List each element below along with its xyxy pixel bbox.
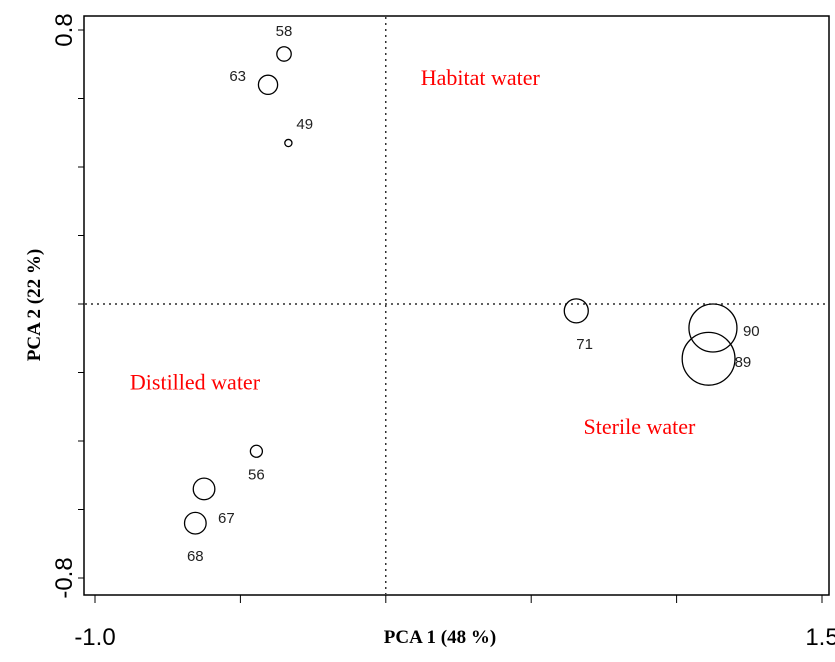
- point-label: 58: [276, 23, 293, 40]
- point-label: 49: [296, 116, 313, 133]
- data-point: [192, 477, 216, 501]
- group-label: Sterile water: [584, 414, 696, 439]
- data-point: [276, 46, 292, 62]
- point-label: 90: [743, 323, 760, 340]
- point-label: 56: [248, 466, 265, 483]
- group-label: Distilled water: [130, 370, 261, 395]
- x-axis-title: PCA 1 (48 %): [384, 627, 496, 648]
- plot-frame: [83, 15, 830, 596]
- point-label: 68: [187, 548, 204, 565]
- group-label: Habitat water: [421, 65, 541, 90]
- data-point: [284, 138, 293, 148]
- x-tick-label: -1.0: [74, 624, 115, 651]
- x-tick-label: 1.5: [805, 624, 835, 651]
- data-point: [257, 74, 279, 96]
- point-label: 67: [218, 510, 235, 527]
- y-tick-label: -0.8: [51, 557, 78, 598]
- data-point: [688, 303, 738, 353]
- y-axis-title: PCA 2 (22 %): [24, 249, 45, 361]
- data-point: [249, 444, 264, 458]
- point-label: 89: [735, 354, 752, 371]
- data-point: [681, 331, 736, 386]
- y-tick-label: 0.8: [51, 13, 78, 46]
- point-label: 71: [576, 336, 593, 353]
- data-point: [563, 298, 589, 324]
- point-label: 63: [229, 68, 246, 85]
- data-point: [183, 511, 207, 535]
